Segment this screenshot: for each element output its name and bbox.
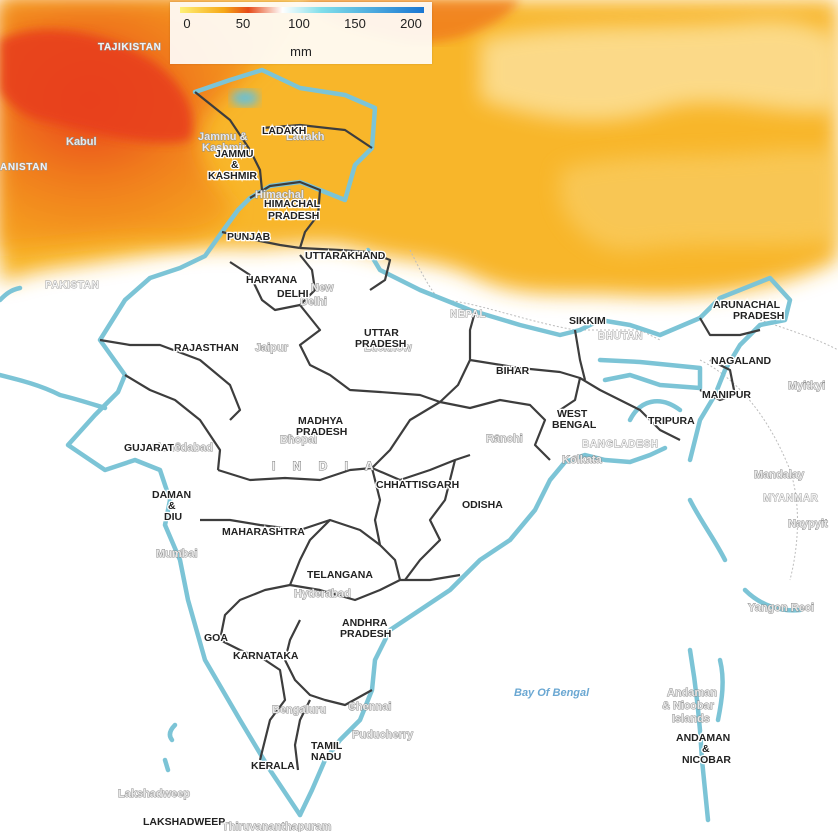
state-label-arunachal-2: PRADESH [733,310,784,322]
state-label-jammu-amp: & [231,159,239,171]
state-label-tn-2: NADU [311,751,341,763]
state-label-lakshadweep: LAKSHADWEEP [143,816,225,828]
state-label-odisha: ODISHA [462,499,503,511]
city-label-lucknow: Lucknow [364,342,412,354]
state-label-mp-2: PRADESH [296,426,347,438]
city-label-yangon: Yangon Reci [748,602,814,614]
state-label-jammu: JAMMU [215,148,254,160]
state-label-rajasthan: RAJASTHAN [174,342,239,354]
legend-color-bar [180,7,424,13]
city-label-mumbai: Mumbai [156,548,198,560]
state-label-himachal-2: PRADESH [268,210,319,222]
state-label-telangana: TELANGANA [307,569,373,581]
city-label-andaman-3: Islands [672,713,710,725]
state-label-kashmir: KASHMIR [208,170,257,182]
city-label-himachal: Himachal [255,189,304,201]
state-label-kerala: KERALA [251,760,295,772]
city-dots [175,293,578,711]
city-label-jammu-kashmir-2: Kashmir [202,142,247,154]
state-label-chhattisgarh: CHHATTISGARH [376,479,459,491]
state-label-andaman-amp: & [702,743,710,755]
country-label-tajikistan: TAJIKISTAN [98,42,161,53]
state-label-sikkim: SIKKIM [569,315,606,327]
state-label-up-2: PRADESH [355,338,406,350]
city-label-kolkata: Kolkata [562,454,603,466]
city-label-jaipur: Jaipur [255,342,289,354]
city-label-new-delhi-1: New [311,282,334,294]
city-label-myitkyina: Myitkyi [788,380,825,392]
state-label-punjab: PUNJAB [227,231,271,243]
country-label-india: I N D I A [272,459,381,473]
city-label-bhopal: Bhopal [280,434,317,446]
state-label-ap: ANDHRA [342,617,388,629]
state-label-nagaland: NAGALAND [711,355,771,367]
state-label-nicobar: NICOBAR [682,754,731,766]
state-label-daman-amp: & [168,500,176,512]
city-label-new-delhi-2: Delhi [300,296,327,308]
india-outline [0,67,803,823]
water-label-bay-of-bengal: Bay Of Bengal [514,687,590,699]
city-label-ahmedabad: Ahmedabad [150,442,213,454]
city-labels: Kabul Ladakh Jammu & Kashmir Himachal Ne… [66,131,829,832]
state-label-tn: TAMIL [311,740,343,752]
city-label-naypyidaw: Naypyit [788,518,828,530]
state-label-up: UTTAR [364,327,399,339]
legend-tick-100: 100 [288,16,310,31]
state-label-mp: MADHYA [298,415,344,427]
city-label-puducherry: Puducherry [352,729,414,741]
rainfall-legend: 0 50 100 150 200 mm [170,2,432,64]
legend-tick-0: 0 [183,16,191,31]
state-label-andaman: ANDAMAN [676,732,730,744]
city-label-bengaluru: Bengaluru [272,704,326,716]
city-label-andaman-1: Andaman [667,687,717,699]
state-label-haryana: HARYANA [246,274,298,286]
state-labels: LADAKH JAMMU & KASHMIR HIMACHAL PRADESH … [123,124,786,830]
state-label-karnataka: KARNATAKA [233,650,299,662]
legend-tick-150: 150 [344,16,366,31]
state-label-bihar: BIHAR [496,365,530,377]
city-label-mandalay: Mandalay [754,469,805,481]
city-label-andaman-2: & Nicobar [662,700,715,712]
city-label-thiruvananthapuram: Thiruvananthapuram [222,821,332,832]
country-labels: TAJIKISTAN ANISTAN PAKISTAN NEPAL BHUTAN… [0,42,819,505]
state-label-ladakh: LADAKH [262,125,306,137]
state-label-maharashtra: MAHARASHTRA [222,526,305,538]
city-label-ranchi: Ranchi [486,433,523,445]
country-label-nepal: NEPAL [450,309,486,320]
city-label-chennai: Chennai [348,701,391,713]
state-label-arunachal: ARUNACHAL [713,299,781,311]
state-label-himachal: HIMACHAL [264,198,321,210]
state-label-gujarat: GUJARAT [124,442,175,454]
city-label-lakshadweep: Lakshadweep [118,788,190,800]
city-label-ladakh: Ladakh [286,131,325,143]
state-label-goa: GOA [204,632,228,644]
country-label-bhutan: BHUTAN [598,331,643,342]
legend-tick-200: 200 [400,16,422,31]
country-label-myanmar: MYANMAR [763,493,819,504]
legend-unit: mm [290,44,312,59]
state-label-delhi: DELHI [277,288,309,300]
country-label-pakistan: PAKISTAN [45,280,99,291]
state-label-diu: DIU [164,511,182,523]
legend-tick-50: 50 [235,16,251,31]
state-label-uttarakhand: UTTARAKHAND [305,250,386,262]
country-label-afghanistan: ANISTAN [0,162,48,173]
state-label-daman: DAMAN [152,489,191,501]
state-label-west-bengal-2: BENGAL [552,419,597,431]
state-label-ap-2: PRADESH [340,628,391,640]
state-boundaries [99,91,761,771]
city-label-hyderabad: Hyderabad [294,588,351,600]
city-label-jammu-kashmir-1: Jammu & [198,131,248,143]
country-label-bangladesh: BANGLADESH [582,439,659,450]
state-label-west-bengal: WEST [557,408,588,420]
state-label-manipur: MANIPUR [702,389,751,401]
state-label-tripura: TRIPURA [648,415,695,427]
city-label-kabul: Kabul [66,136,97,148]
